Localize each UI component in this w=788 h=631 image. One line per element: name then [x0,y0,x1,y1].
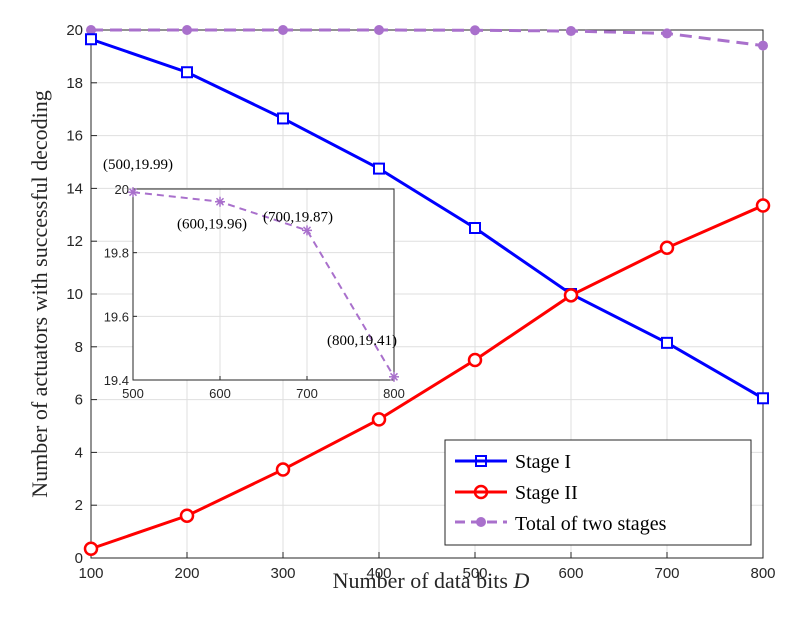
y-tick-label: 18 [66,75,83,92]
x-tick-label: 100 [78,565,103,582]
marker-stage-ii [179,508,195,524]
marker-stage-i [85,33,97,46]
legend-marker-stage-ii [473,484,489,500]
inset-x-tick-label: 500 [122,386,144,401]
marker-total [566,26,576,37]
x-axis-label: Number of data bits D [333,568,530,593]
marker-inset-total [302,225,312,236]
series-line-stage-i [90,37,764,400]
y-axis-label: Number of actuators with successful deco… [27,90,52,498]
x-tick-label: 500 [462,565,487,582]
y-tick-label: 14 [66,180,83,197]
marker-total [662,28,672,39]
asterisk-stroke [215,197,225,206]
marker-inset-total [389,371,399,382]
inset-x-tick-label: 800 [383,386,405,401]
y-tick-label: 12 [66,233,83,250]
marker-total [86,25,96,35]
inset-y-tick-label: 19.8 [104,246,129,261]
inset-y-tick-label: 20 [115,182,129,197]
marker-inset-total [128,187,138,198]
series-line-total [91,28,764,48]
y-tick-label: 8 [75,339,83,356]
marker-total [374,25,384,35]
legend-marker-stage-i [475,455,487,467]
main-series [83,25,771,557]
x-tick-label: 200 [174,565,199,582]
y-tick-label: 4 [75,444,83,461]
asterisk-stroke [302,226,312,235]
x-tick-label: 800 [750,565,775,582]
y-tick-label: 16 [66,128,83,145]
y-tick-label: 6 [75,392,83,409]
marker-total [470,25,480,36]
marker-stage-ii [371,412,387,427]
marker-stage-i [373,162,385,175]
marker-stage-ii [275,462,291,477]
y-tick-label: 20 [66,22,83,39]
marker-total [278,25,288,35]
inset-series [128,187,399,382]
marker-stage-ii [755,198,771,213]
x-tick-label: 700 [654,565,679,582]
x-tick-label: 600 [558,565,583,582]
main-plot-border [90,29,764,559]
series-line-stage-ii [90,204,764,551]
marker-total [758,40,768,51]
marker-stage-i [661,336,673,349]
legend-box [444,439,752,546]
marker-stage-i [277,112,289,125]
inset-annotation-label: (800,19.41) [327,333,397,349]
inset-annotation-label: (700,19.87) [263,209,333,225]
marker-stage-i [757,392,769,405]
inset-annotations: (500,19.99) (600,19.96) (700,19.87) (800,19… [103,157,397,349]
main-axes: 100 200 300 400 500 600 700 800 0 2 4 6 8 10 12 14 16 18 2… [66,22,775,582]
marker-stage-ii [659,240,675,256]
legend-label-total: Total of two stages [515,513,667,535]
marker-stage-ii [467,352,483,368]
inset-x-tick-label: 600 [209,386,231,401]
inset-axes: 500 600 700 800 19.4 19.6 19.8 20 [104,182,405,401]
asterisk-stroke [128,188,138,197]
marker-total [182,25,192,35]
inset-plot-area [133,189,394,380]
y-tick-label: 2 [75,497,83,514]
marker-stage-ii [563,288,579,303]
main-grid [90,29,764,559]
marker-stage-i [181,66,193,79]
marker-stage-i [469,222,481,234]
marker-stage-ii [83,541,99,557]
y-tick-label: 0 [75,550,83,567]
legend-label-stage-ii: Stage II [515,482,578,504]
y-tick-label: 10 [66,286,83,303]
legend-item-total: Total of two stages [455,513,667,535]
legend-label-stage-i: Stage I [515,451,571,473]
inset-series-line-total [132,191,395,378]
inset-plot-border [132,188,395,381]
marker-inset-total [215,196,225,207]
x-tick-label: 300 [270,565,295,582]
legend-item-stage-ii: Stage II [455,482,578,504]
legend-item-stage-i: Stage I [455,451,571,473]
x-tick-label: 400 [366,565,391,582]
legend-marker-total [476,517,486,527]
inset-y-tick-label: 19.4 [104,373,129,388]
inset-y-tick-label: 19.6 [104,309,129,324]
legend: Stage I Stage II Total of two stages [444,439,752,546]
inset-annotation-label: (600,19.96) [177,217,247,233]
inset-x-tick-label: 700 [296,386,318,401]
inset-annotation-label: (500,19.99) [103,157,173,173]
asterisk-stroke [389,372,399,381]
